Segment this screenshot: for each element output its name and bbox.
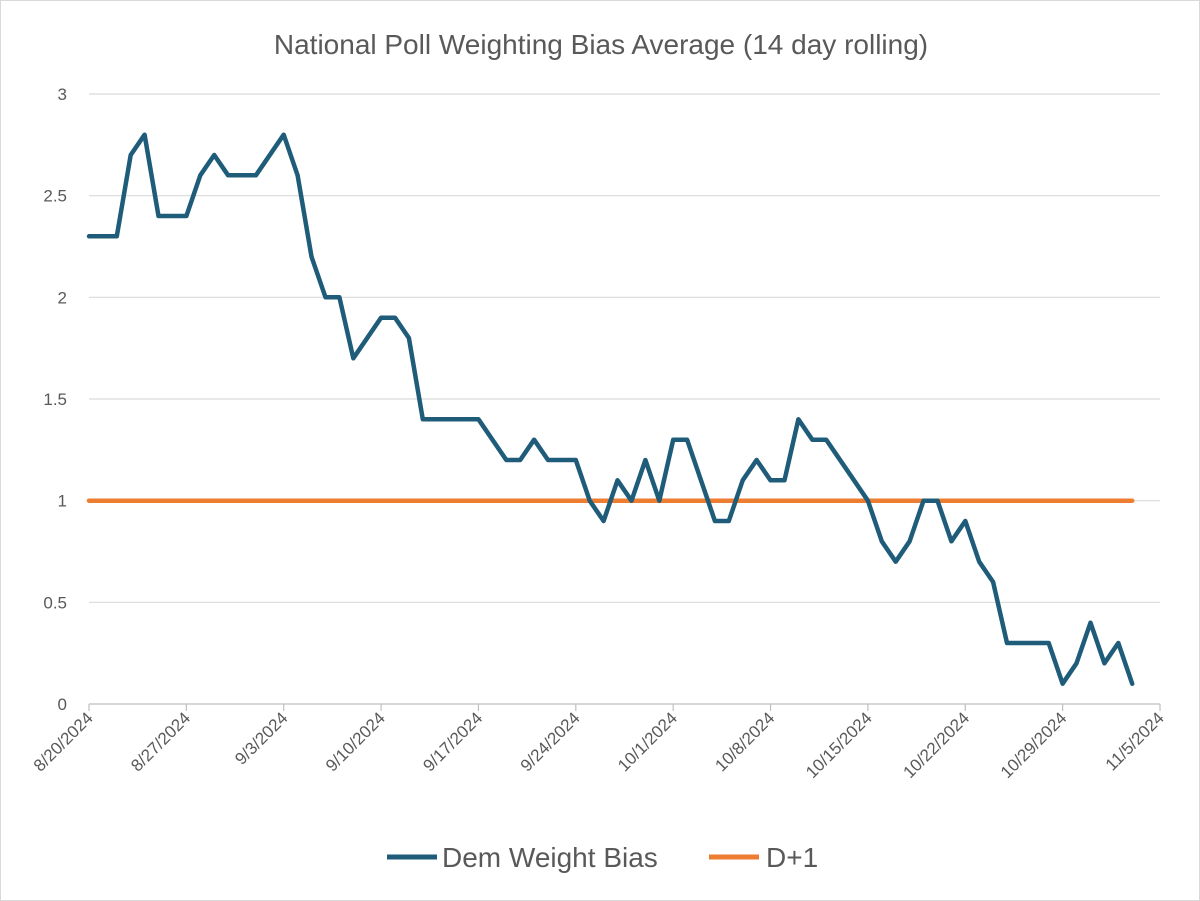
x-tick-label: 11/5/2024	[1102, 708, 1168, 774]
x-tick-label: 9/24/2024	[517, 708, 584, 775]
x-tick-label: 10/8/2024	[711, 708, 778, 775]
chart-title: National Poll Weighting Bias Average (14…	[274, 29, 928, 60]
series-line-dem-weight-bias	[86, 132, 1135, 686]
series-lines	[86, 132, 1135, 686]
gridlines	[89, 93, 1160, 603]
x-tick-label: 10/15/2024	[802, 708, 876, 782]
y-tick-label: 0	[58, 695, 67, 714]
x-tick-label: 10/29/2024	[997, 708, 1071, 782]
x-tick-label: 9/10/2024	[322, 708, 389, 775]
y-tick-label: 2.5	[43, 187, 67, 206]
y-tick-label: 0.5	[43, 593, 67, 612]
x-tick-label: 9/17/2024	[419, 708, 486, 775]
x-tick-label: 10/1/2024	[614, 708, 681, 775]
legend-label-dem-weight-bias: Dem Weight Bias	[442, 842, 658, 873]
y-axis-ticks: 0 0.5 1 1.5 2 2.5 3	[43, 85, 67, 714]
x-tick-label: 10/22/2024	[899, 708, 973, 782]
x-tick-label: 8/27/2024	[127, 708, 194, 775]
x-tick-label: 8/20/2024	[30, 708, 97, 775]
legend: Dem Weight Bias D+1	[387, 842, 818, 873]
x-tick-label: 9/3/2024	[231, 708, 291, 768]
y-tick-label: 2	[58, 288, 67, 307]
x-axis-ticks: 8/20/2024 8/27/2024 9/3/2024 9/10/2024 9/17/…	[30, 704, 1168, 782]
y-tick-label: 1.5	[43, 390, 67, 409]
legend-label-d-plus-1: D+1	[766, 842, 818, 873]
y-tick-label: 1	[58, 492, 67, 511]
y-tick-label: 3	[58, 85, 67, 104]
